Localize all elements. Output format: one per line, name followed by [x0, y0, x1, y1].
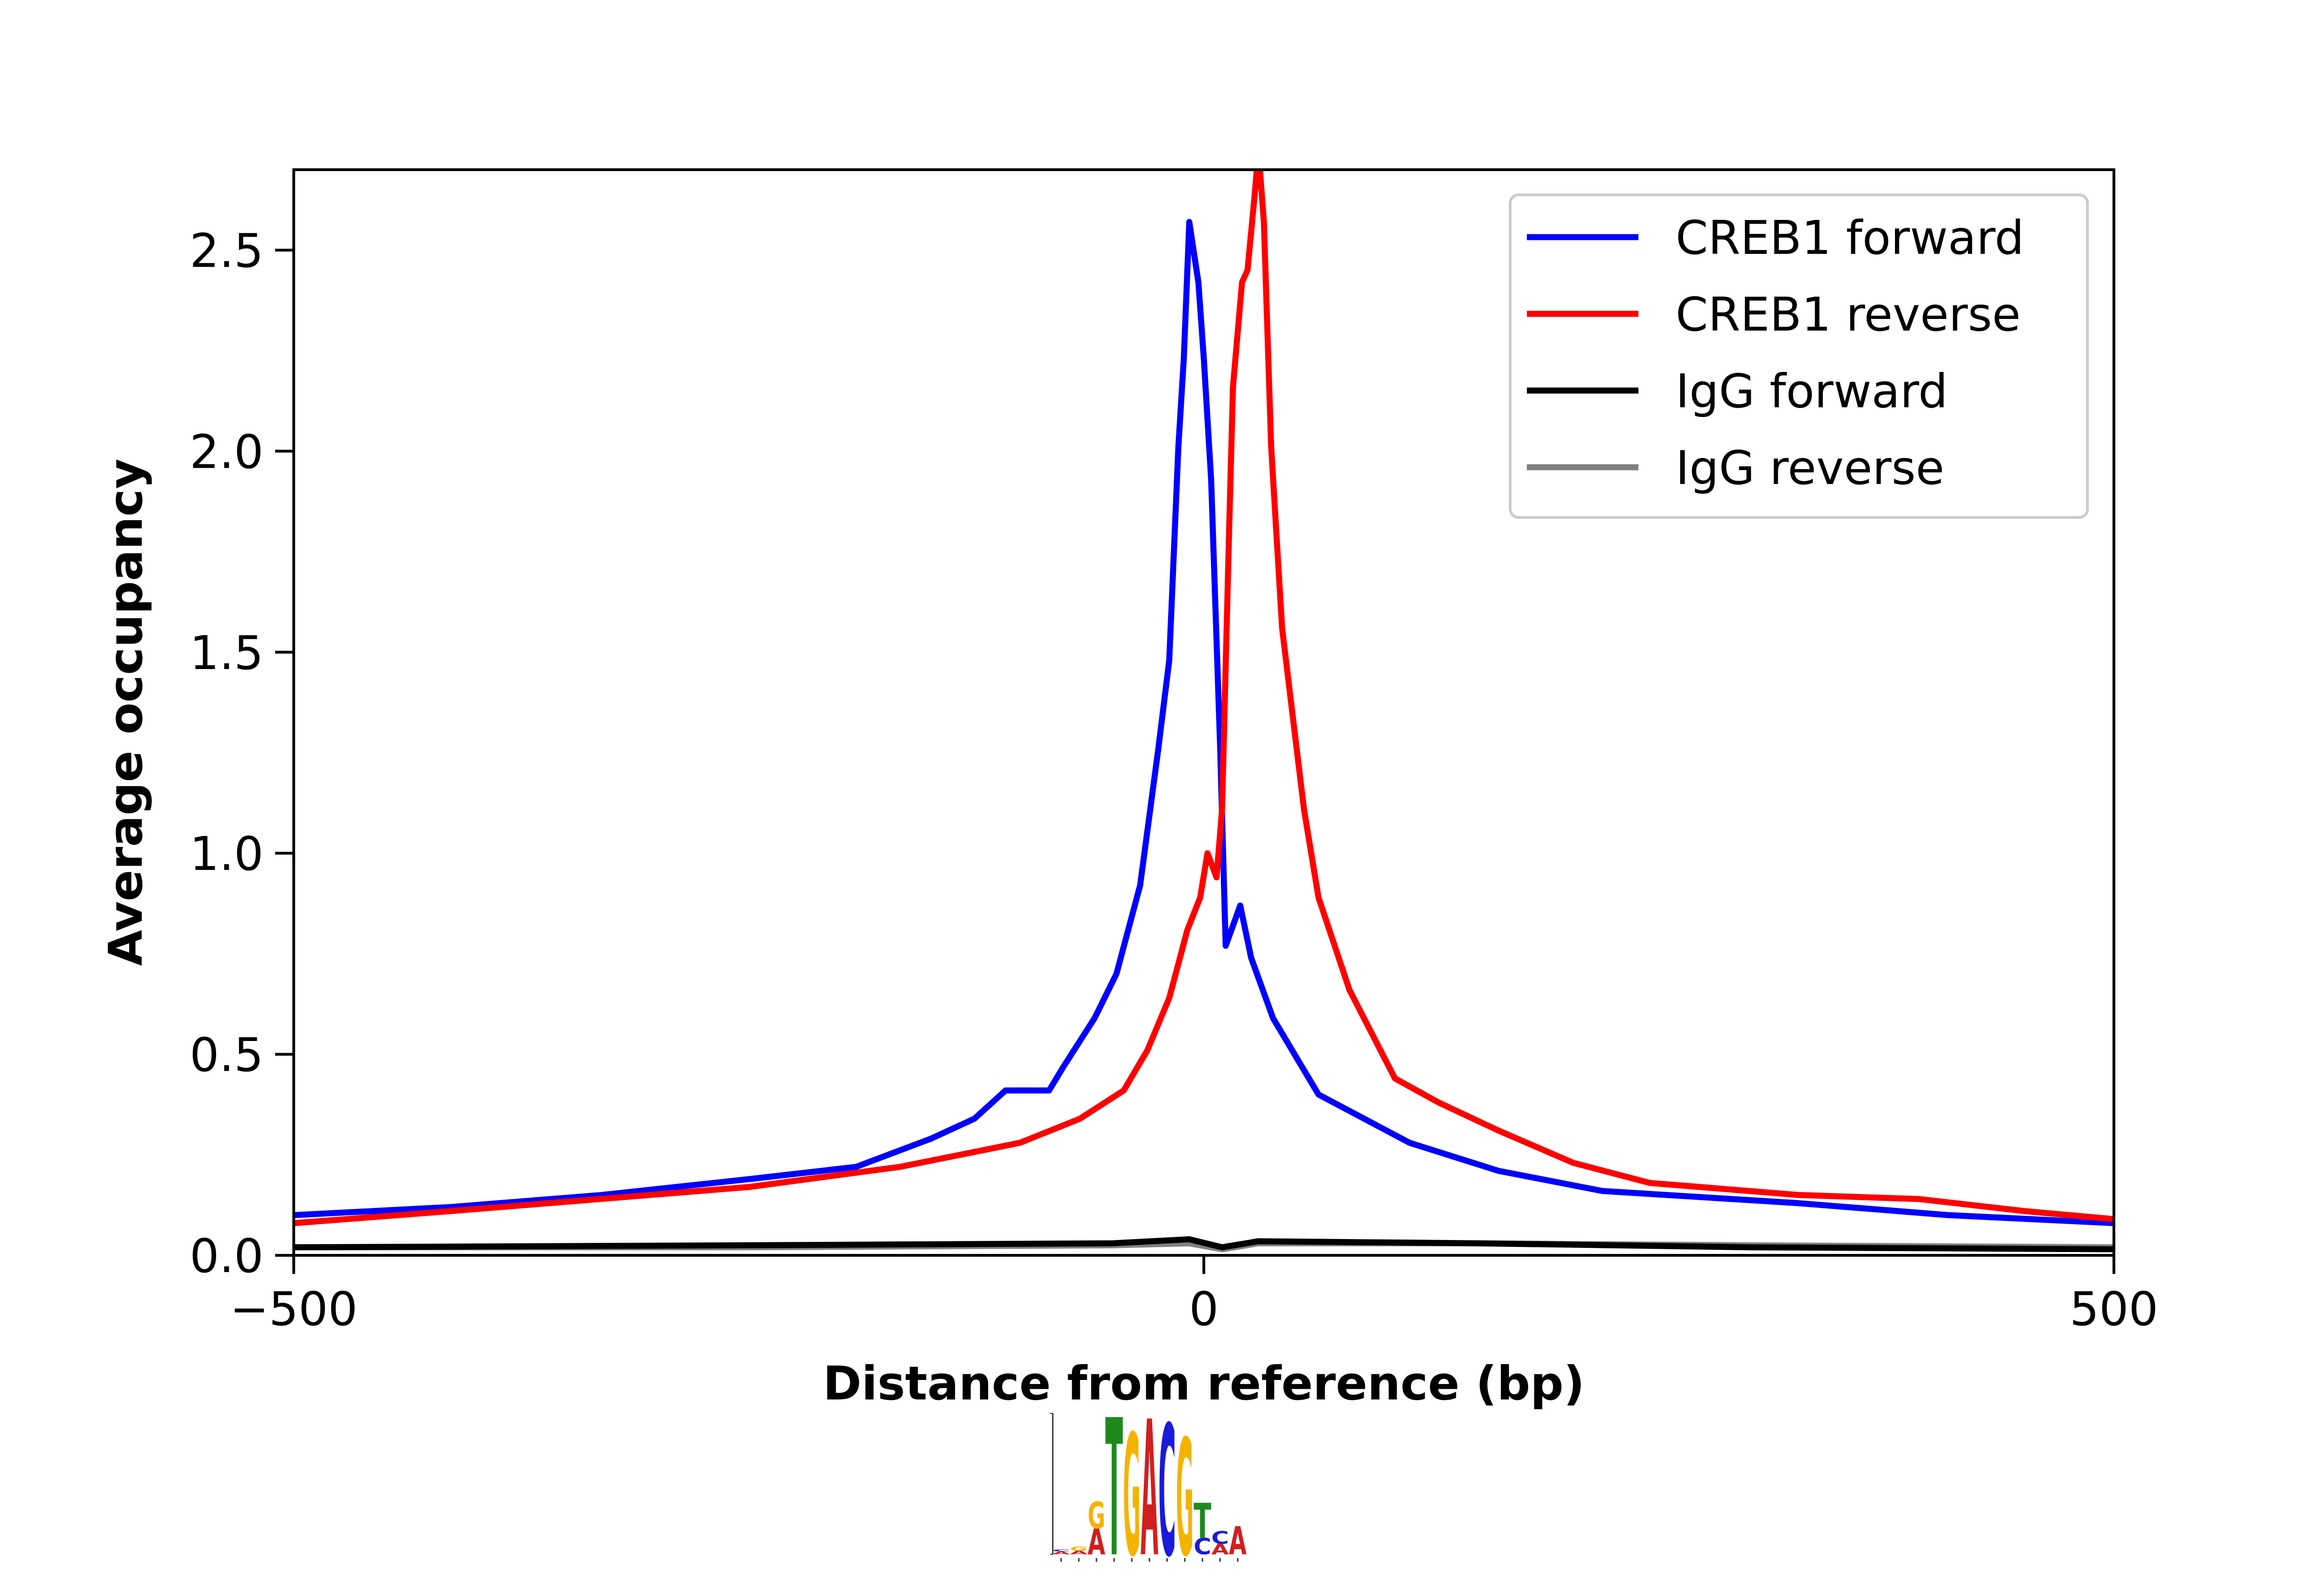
motif-letter-A: A	[1229, 1519, 1247, 1564]
ticks-layer: −500 0 500 0.0 0.5 1.0 1.5 2.0 2.5	[190, 224, 2158, 1336]
legend-label: CREB1 reverse	[1676, 287, 2020, 342]
y-tick-label: 0.0	[190, 1229, 264, 1283]
legend-label: IgG reverse	[1676, 441, 1944, 495]
legend-label: IgG forward	[1676, 364, 1948, 418]
motif-letter-C: C	[1158, 1388, 1176, 1578]
legend: CREB1 forward CREB1 reverse IgG forward IgG…	[1509, 193, 2089, 519]
motif-letter-G: G	[1088, 1494, 1105, 1537]
motif-letter-T: T	[1194, 1494, 1211, 1550]
y-tick-label: 2.5	[190, 224, 264, 278]
motif-letter-C: C	[1194, 1534, 1211, 1560]
motif-letter-T: T	[1105, 1379, 1123, 1578]
x-tick-label: −500	[230, 1282, 358, 1336]
motif-letter-G: G	[1176, 1406, 1194, 1578]
motif-letter-A: A	[1070, 1550, 1088, 1556]
y-axis-label: Average occupancy	[99, 458, 153, 966]
y-tick-label: 2.0	[190, 424, 264, 479]
x-tick-label: 0	[1189, 1282, 1219, 1336]
motif-letter-A: A	[1088, 1522, 1105, 1563]
series-line-creb1-reverse	[294, 170, 2114, 1227]
legend-label: CREB1 forward	[1676, 211, 2024, 265]
motif-logo: AC AG AG T G A C G CT AC A	[1050, 1379, 1247, 1578]
x-tick-label: 500	[2070, 1282, 2159, 1336]
series-layer	[294, 170, 2114, 1253]
motif-letter-C: C	[1052, 1549, 1070, 1552]
motif-letter-G: G	[1123, 1400, 1141, 1578]
series-line-igg-forward	[294, 1236, 2114, 1253]
y-tick-label: 0.5	[190, 1028, 264, 1082]
y-tick-label: 1.0	[190, 827, 264, 881]
motif-letter-G: G	[1070, 1545, 1088, 1552]
y-tick-label: 1.5	[190, 626, 264, 680]
x-axis-label: Distance from reference (bp)	[823, 1356, 1585, 1411]
series-line-creb1-forward	[294, 219, 2114, 1227]
motif-letter-A: A	[1052, 1551, 1070, 1555]
motif-letter-C: C	[1211, 1528, 1229, 1548]
legend-frame	[1509, 193, 2089, 519]
motif-letter-A: A	[1211, 1541, 1229, 1558]
motif-letter-A: A	[1141, 1382, 1158, 1578]
